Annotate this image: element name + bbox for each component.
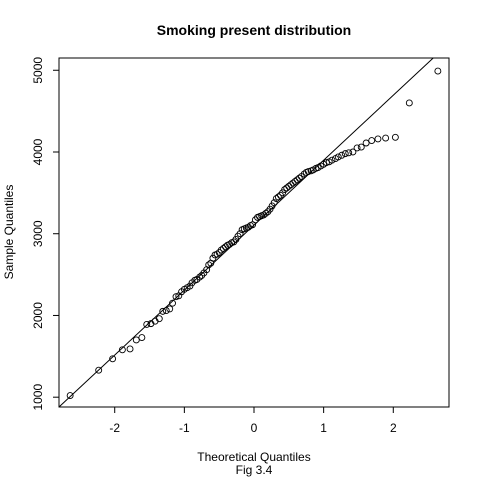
data-point-12	[162, 307, 170, 315]
data-point-89	[345, 149, 353, 157]
data-point-88	[341, 150, 349, 158]
data-point-2	[109, 355, 117, 363]
data-point-96	[382, 134, 390, 142]
reference-line-group	[58, 57, 434, 408]
data-point-54	[260, 211, 268, 219]
points-group	[66, 67, 442, 400]
data-point-0	[66, 392, 74, 400]
x-axis: -2 -1 0 1 2	[109, 406, 397, 435]
data-point-6	[138, 334, 146, 341]
data-point-90	[349, 148, 357, 156]
data-point-55	[262, 209, 270, 217]
data-point-4	[126, 345, 134, 353]
data-point-1	[95, 366, 103, 374]
x-axis-label: Theoretical Quantiles	[197, 450, 310, 464]
data-point-67	[287, 181, 295, 189]
figure-caption: Fig 3.4	[236, 463, 273, 477]
y-tick-label: 1000	[31, 384, 45, 411]
data-point-34	[217, 246, 225, 254]
data-point-93	[362, 139, 370, 147]
data-point-7	[143, 320, 151, 328]
data-point-91	[353, 144, 361, 152]
data-point-92	[357, 143, 365, 151]
data-point-69	[291, 177, 299, 185]
y-tick-label: 5000	[31, 57, 45, 84]
data-point-14	[169, 299, 176, 307]
data-point-95	[374, 135, 382, 143]
x-tick-label: 2	[390, 421, 397, 435]
data-point-32	[213, 250, 221, 258]
data-point-60	[272, 195, 280, 203]
data-point-10	[155, 315, 163, 323]
data-point-84	[328, 156, 336, 164]
data-point-98	[405, 99, 413, 107]
data-point-66	[285, 182, 293, 190]
plot-frame	[58, 57, 450, 408]
data-point-11	[159, 307, 167, 315]
data-point-87	[338, 151, 346, 159]
data-point-5	[132, 336, 140, 344]
qq-reference-line	[58, 57, 434, 408]
data-point-94	[368, 137, 376, 145]
data-point-70	[293, 176, 301, 184]
data-point-24	[196, 273, 204, 281]
data-point-59	[270, 199, 278, 207]
y-tick-label: 4000	[31, 138, 45, 165]
data-point-68	[289, 179, 297, 187]
data-point-13	[166, 305, 174, 313]
y-axis-label: Sample Quantiles	[2, 185, 16, 280]
data-point-64	[281, 186, 289, 194]
data-point-71	[295, 174, 303, 182]
data-point-3	[118, 346, 126, 354]
x-tick-label: 0	[251, 421, 258, 435]
x-tick-label: -2	[109, 421, 120, 435]
chart-title: Smoking present distribution	[157, 22, 351, 38]
data-point-35	[219, 244, 227, 252]
data-point-99	[434, 67, 442, 75]
data-point-28	[205, 261, 213, 269]
data-point-65	[283, 184, 291, 192]
data-point-86	[334, 153, 342, 161]
x-tick-label: -1	[179, 421, 190, 435]
data-point-97	[391, 133, 399, 141]
data-point-43	[236, 230, 244, 238]
y-axis: 1000 2000 3000 4000 5000	[31, 57, 60, 411]
y-tick-label: 3000	[31, 220, 45, 247]
data-point-15	[172, 293, 180, 301]
x-tick-label: 1	[320, 421, 327, 435]
data-point-61	[274, 193, 282, 201]
data-point-82	[322, 159, 330, 167]
y-tick-label: 2000	[31, 302, 45, 329]
data-point-75	[304, 168, 312, 176]
